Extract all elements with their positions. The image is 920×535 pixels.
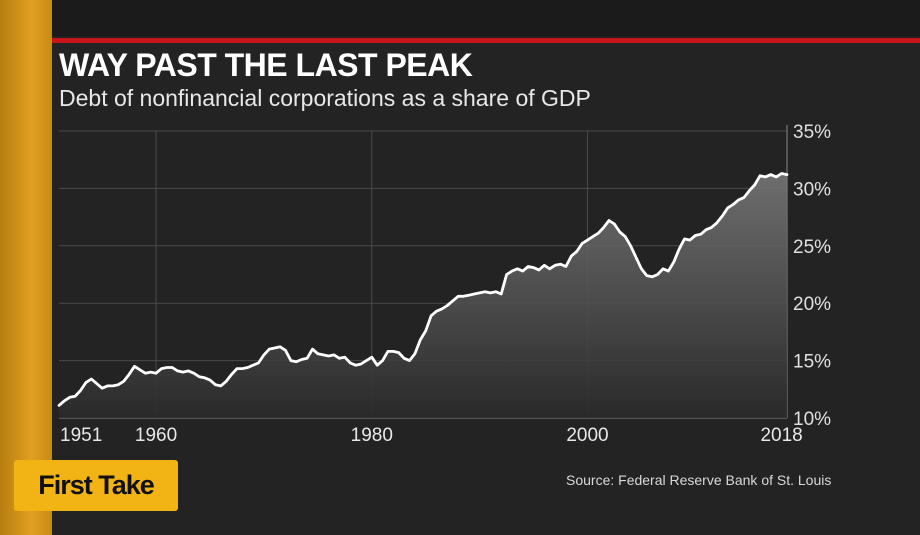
x-tick-label: 2018 xyxy=(760,425,802,446)
x-tick-label: 1951 xyxy=(60,425,102,446)
y-tick-label: 35% xyxy=(793,122,831,143)
y-tick-label: 15% xyxy=(793,352,831,373)
y-tick-label: 20% xyxy=(793,294,831,315)
series-line xyxy=(57,172,789,407)
chart-subtitle: Debt of nonfinancial corporations as a s… xyxy=(59,85,591,111)
y-tick-label: 30% xyxy=(793,179,831,200)
y-tick-label: 10% xyxy=(793,409,831,430)
x-tick-label: 2000 xyxy=(566,425,608,446)
yellow-side-strip xyxy=(0,0,52,535)
source-note: Source: Federal Reserve Bank of St. Loui… xyxy=(566,472,832,488)
y-tick-label: 25% xyxy=(793,237,831,258)
chart-title: WAY PAST THE LAST PEAK xyxy=(59,47,473,83)
first-take-label: First Take xyxy=(38,470,155,500)
series-area xyxy=(59,173,787,418)
red-accent-rule xyxy=(52,38,920,43)
first-take-logo: First Take xyxy=(14,460,178,511)
x-tick-label: 1980 xyxy=(351,425,393,446)
x-tick-label: 1960 xyxy=(135,425,177,446)
